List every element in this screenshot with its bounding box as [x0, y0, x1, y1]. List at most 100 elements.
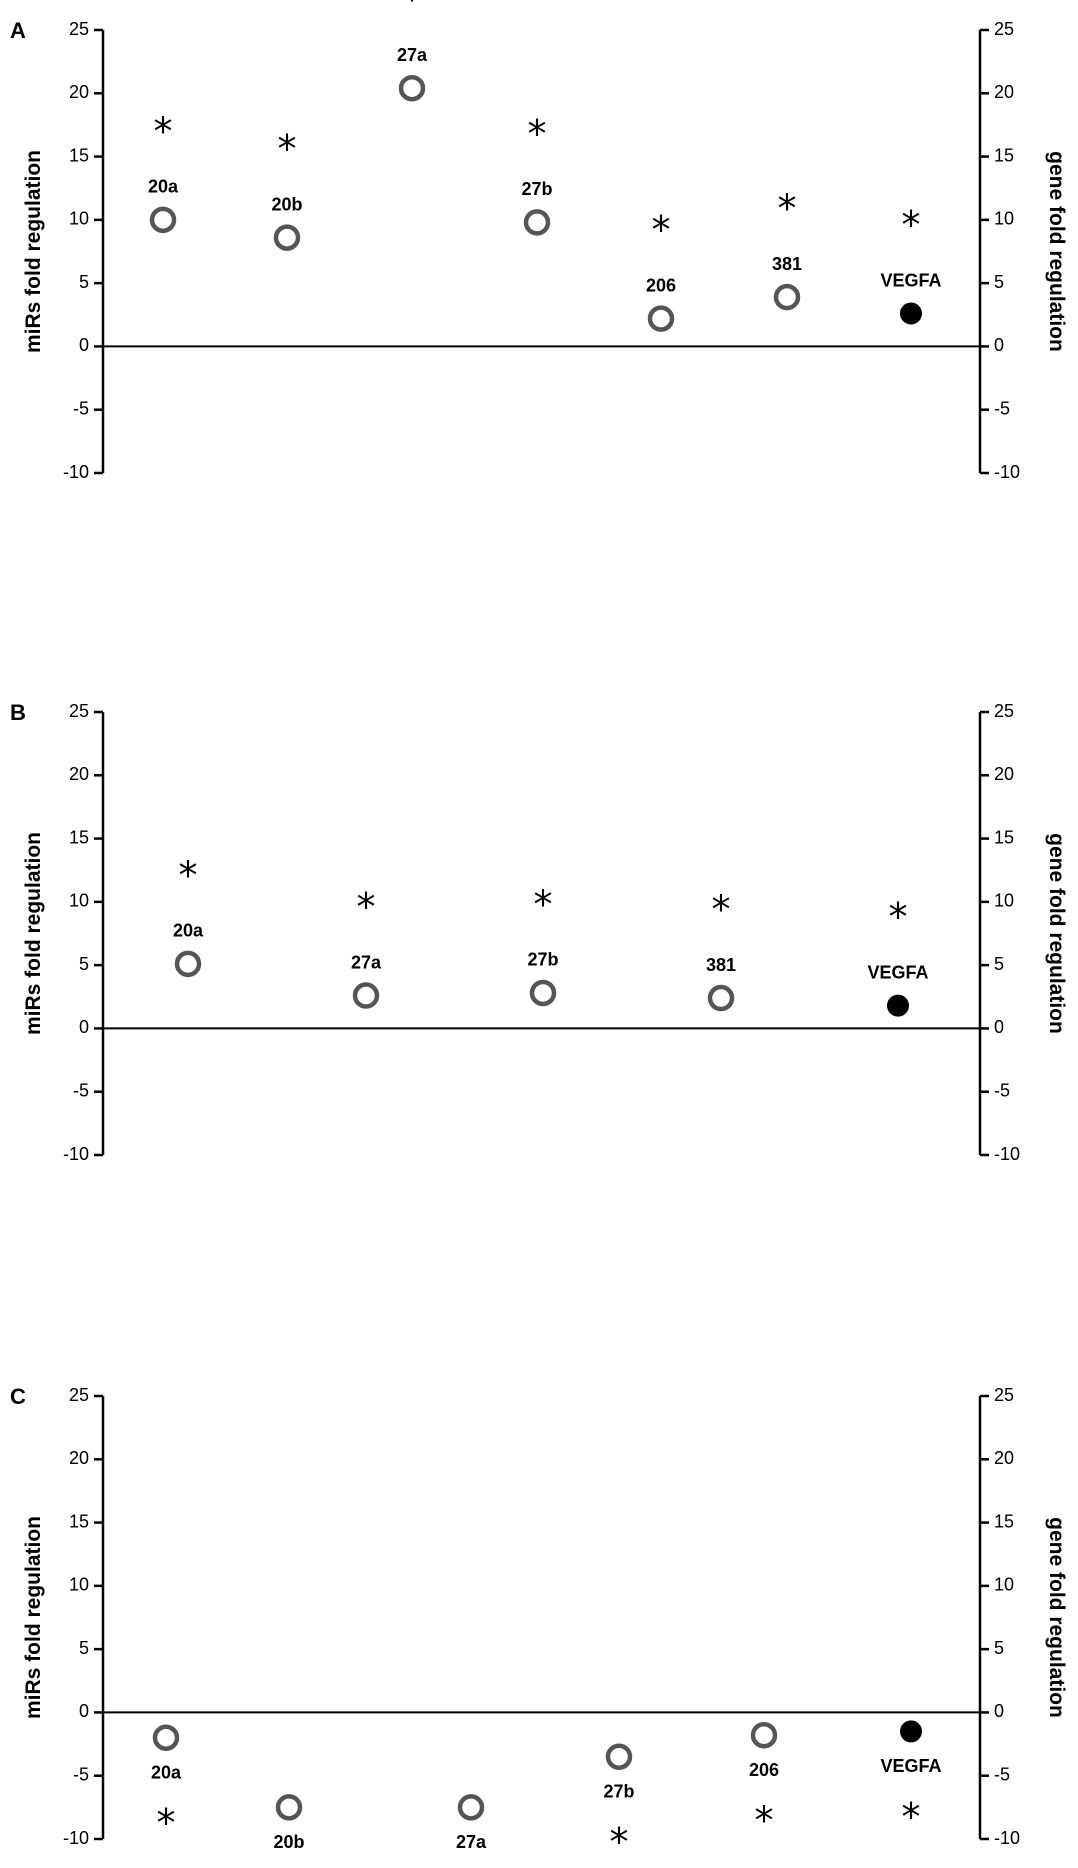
left-tick-label: 5 [79, 1638, 89, 1658]
left-tick-label: 10 [69, 209, 89, 229]
mir-point [773, 283, 801, 311]
mir-point [529, 979, 557, 1007]
left-tick-label: -10 [63, 1828, 89, 1848]
point-label: 20a [151, 1762, 182, 1782]
left-tick-label: 0 [79, 1701, 89, 1721]
panel-label: A [10, 18, 26, 43]
right-tick-label: 15 [994, 1511, 1014, 1531]
data-point-group: 27b * [603, 1743, 635, 1864]
left-tick-label: 15 [69, 145, 89, 165]
point-label: 27b [521, 179, 552, 199]
significance-mark: * [712, 888, 731, 932]
right-axis-title: gene fold regulation [1045, 1517, 1068, 1718]
data-point-group: 20a * [148, 109, 179, 234]
gene-point [900, 302, 922, 325]
right-tick-label: 10 [994, 1575, 1014, 1595]
right-tick-label: 25 [994, 19, 1014, 39]
data-point-group: VEGFA * [880, 203, 942, 325]
point-label: 27a [456, 1832, 487, 1852]
left-axis-title: miRs fold regulation [22, 832, 45, 1035]
right-tick-label: 20 [994, 1448, 1014, 1468]
point-label: 27a [351, 952, 382, 972]
point-label: VEGFA [867, 962, 928, 982]
significance-mark: * [154, 109, 173, 153]
right-axis-title: gene fold regulation [1045, 151, 1068, 352]
left-tick-label: -10 [63, 462, 89, 482]
panel-B: B 25 25 20 20 15 15 10 10 5 5 0 0 -5 -5 -10 -10 miRs fold… [10, 700, 1068, 1164]
mir-point [750, 1721, 778, 1749]
mir-point [647, 305, 675, 332]
right-tick-label: 10 [994, 209, 1014, 229]
left-axis-title: miRs fold regulation [22, 1516, 45, 1719]
data-point-group: 20a * [151, 1724, 182, 1845]
left-tick-label: 15 [69, 827, 89, 847]
right-tick-label: 15 [994, 145, 1014, 165]
data-point-group: 206 * [646, 208, 676, 332]
significance-mark: * [610, 1820, 629, 1864]
gene-point [887, 994, 909, 1017]
mir-point [152, 1724, 180, 1751]
right-tick-label: 0 [994, 1017, 1004, 1037]
right-tick-label: -5 [994, 398, 1010, 418]
significance-mark: * [778, 187, 797, 231]
left-tick-label: 20 [69, 764, 89, 784]
left-tick-label: 0 [79, 335, 89, 355]
point-label: 206 [749, 1760, 779, 1780]
left-tick-label: 5 [79, 954, 89, 974]
right-axis-title: gene fold regulation [1045, 833, 1068, 1034]
point-label: 27a [397, 45, 428, 65]
right-tick-label: -5 [994, 1080, 1010, 1100]
significance-mark: * [534, 882, 553, 926]
right-tick-label: 20 [994, 82, 1014, 102]
mir-point [457, 1794, 485, 1821]
right-tick-label: 5 [994, 272, 1004, 292]
panel-label: B [10, 700, 26, 725]
left-tick-label: 15 [69, 1511, 89, 1531]
left-tick-label: 25 [69, 701, 89, 721]
left-tick-label: -5 [73, 398, 89, 418]
right-tick-label: 25 [994, 1385, 1014, 1405]
significance-mark: * [278, 127, 297, 171]
point-label: 20b [271, 194, 302, 214]
data-point-group: 27a * [397, 0, 428, 102]
point-label: 20a [173, 921, 204, 941]
data-point-group: VEGFA * [867, 895, 929, 1017]
mir-point [174, 950, 202, 978]
data-point-group: 381 * [706, 888, 736, 1012]
point-label: 27b [527, 950, 558, 970]
right-tick-label: -10 [994, 1144, 1020, 1164]
mir-point [707, 984, 735, 1012]
panel-A: A 25 25 20 20 15 15 10 10 5 5 0 0 -5 -5 -10 -10 miRs fold… [10, 0, 1068, 482]
right-tick-label: -5 [994, 1764, 1010, 1784]
gene-point [900, 1720, 922, 1743]
mir-point [523, 209, 551, 236]
data-point-group: 27a * [351, 885, 382, 1009]
mir-point [398, 74, 426, 102]
right-tick-label: -10 [994, 462, 1020, 482]
mir-point [273, 224, 301, 251]
left-tick-label: 5 [79, 272, 89, 292]
point-label: 27b [603, 1781, 634, 1801]
data-point-group: 381 * [772, 187, 802, 311]
data-point-group: 20b * [271, 127, 303, 251]
right-tick-label: 0 [994, 335, 1004, 355]
data-point-group: 27b * [527, 882, 559, 1007]
point-label: 381 [772, 254, 802, 274]
left-axis-title: miRs fold regulation [22, 150, 45, 353]
significance-mark: * [889, 895, 908, 939]
left-tick-label: -5 [73, 1080, 89, 1100]
point-label: 20b [273, 1832, 304, 1852]
right-tick-label: 25 [994, 701, 1014, 721]
significance-mark: * [157, 1801, 176, 1845]
left-tick-label: 20 [69, 1448, 89, 1468]
right-tick-label: 15 [994, 827, 1014, 847]
significance-mark: * [755, 1799, 774, 1843]
significance-mark: * [179, 853, 198, 897]
point-label: VEGFA [880, 270, 941, 290]
point-label: 20a [148, 177, 179, 197]
significance-mark: * [652, 208, 671, 252]
left-tick-label: 20 [69, 82, 89, 102]
point-label: 206 [646, 275, 676, 295]
panel-label: C [10, 1384, 26, 1409]
